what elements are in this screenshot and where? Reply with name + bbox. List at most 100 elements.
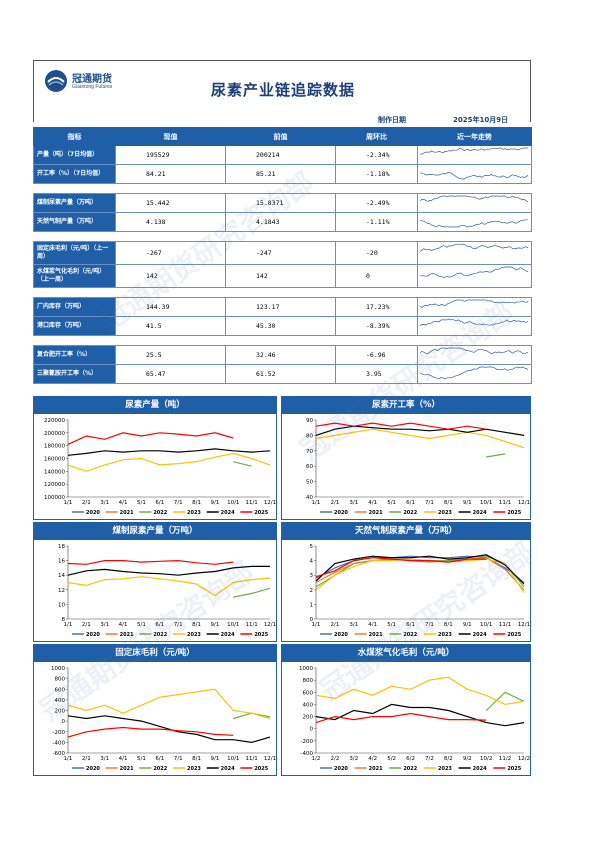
series-line-2025 [67, 432, 234, 445]
y-tick-label: 3 [310, 573, 314, 579]
series-line-2022 [485, 691, 525, 711]
chart-panel-gas-output: 天然气制尿素产量（万吨） 0 1 2 3 4 5 1/1 2/1 3/1 4/1 5/1 6/1 7/1… [281, 522, 531, 642]
sparkline [419, 195, 529, 203]
y-tick-label: 400 [303, 702, 314, 708]
row-indicator-name: 厂内库存（万吨） [33, 297, 116, 317]
series-line-2025 [67, 559, 234, 565]
row-current: 144.39 [115, 297, 226, 317]
row-previous: 85.21 [225, 164, 336, 184]
row-wow: -6.96 [335, 345, 418, 365]
row-wow: 3.95 [335, 364, 418, 384]
series-line-2022 [486, 453, 506, 458]
series-line-2024 [67, 715, 271, 744]
x-tick-label: 5/1 [387, 622, 396, 628]
x-tick-label: 12/1 [518, 622, 530, 628]
row-wow: -20 [335, 241, 418, 265]
chart-fixed-bed-margin: -600 -400 -200 0 200 400 600 800 1000 1/1 2/1 3/1 4/… [51, 666, 276, 772]
spacer-cell [33, 231, 532, 242]
row-indicator-name: 开工率（%）（7日均值） [33, 164, 116, 184]
header-wow: 周环比 [335, 127, 418, 146]
x-tick-label: 10/1 [227, 756, 239, 762]
series-line-2024 [67, 565, 270, 576]
table-row: 天然气制产量（万吨） 4.138 4.1843 -1.11% [33, 212, 532, 232]
y-tick-label: 800 [55, 677, 66, 683]
chart-urea-output: 100000 120000 140000 160000 180000 200000 2200… [44, 418, 276, 516]
x-tick-label: 6/1 [155, 622, 164, 628]
row-previous: 4.1843 [225, 212, 336, 232]
y-tick-label: -400 [301, 751, 314, 757]
table-spacer [33, 231, 532, 242]
x-tick-label: 5/1 [387, 500, 396, 506]
sparkline-cell [417, 345, 532, 365]
sparkline [419, 366, 529, 380]
x-tick-label: 4/1 [368, 622, 377, 628]
row-wow: -1.11% [335, 212, 418, 232]
legend-label: 2020 [334, 510, 348, 516]
legend-label: 2024 [473, 632, 487, 638]
x-tick-label: 5/1 [137, 756, 146, 762]
row-indicator-name: 水煤浆气化毛利（元/吨）（上一周） [33, 264, 116, 288]
legend-label: 2025 [507, 766, 521, 772]
x-tick-label: 1/2 [312, 756, 321, 762]
y-tick-label: -400 [53, 740, 66, 746]
table-header-row: 指标 现值 前值 周环比 近一年走势 [33, 127, 532, 146]
x-tick-label: 5/1 [137, 500, 146, 506]
sparkline-path [419, 171, 529, 180]
chart-coal-water-margin: -400 -200 0 200 400 600 800 1000 1/2 2/2 3/2 4/2 5/2… [299, 666, 530, 772]
y-tick-label: 600 [55, 687, 66, 693]
sparkline [419, 318, 529, 326]
y-tick-label: 0 [310, 727, 314, 733]
header-current: 现值 [115, 127, 226, 146]
logo-icon [45, 70, 67, 92]
x-tick-label: 8/1 [192, 500, 201, 506]
y-tick-label: 160000 [44, 457, 65, 463]
x-tick-label: 3/1 [100, 500, 109, 506]
legend-label: 2020 [86, 510, 100, 516]
table-row: 固定床毛利（元/吨）（上一周） -267 -247 -20 [33, 241, 532, 265]
sparkline-cell [417, 241, 532, 265]
x-tick-label: 1/1 [64, 500, 73, 506]
y-tick-label: 400 [55, 698, 66, 704]
x-tick-label: 4/1 [368, 500, 377, 506]
y-tick-label: 2 [310, 588, 314, 594]
legend-label: 2021 [369, 632, 383, 638]
sparkline [420, 219, 529, 228]
x-tick-label: 3/2 [349, 756, 358, 762]
sparkline-path [419, 366, 529, 380]
x-tick-label: 8/2 [444, 756, 453, 762]
table-row: 三聚氰胺开工率（%） 65.47 61.52 3.95 [33, 364, 532, 384]
x-tick-label: 10/2 [480, 756, 492, 762]
x-tick-label: 11/1 [245, 756, 257, 762]
legend-label: 2023 [187, 632, 201, 638]
legend-label: 2024 [473, 766, 487, 772]
sparkline [419, 347, 529, 355]
y-tick-label: 40 [306, 495, 313, 501]
row-current: 65.47 [115, 364, 226, 384]
x-tick-label: 12/1 [518, 500, 530, 506]
x-tick-label: 12/2 [518, 756, 530, 762]
spacer-cell [33, 183, 532, 194]
row-wow: 0 [335, 264, 418, 288]
x-tick-label: 6/1 [406, 622, 415, 628]
y-tick-label: 4 [310, 559, 314, 565]
y-tick-label: 1000 [51, 666, 65, 672]
row-current: 15.442 [115, 193, 226, 213]
spacer-cell [33, 335, 532, 346]
legend-label: 2023 [438, 510, 452, 516]
x-tick-label: 11/1 [245, 500, 257, 506]
legend-label: 2022 [403, 766, 417, 772]
chart-panel-urea-output: 尿素产量（吨） 100000 120000 140000 160000 180000 20… [33, 396, 277, 520]
row-wow: 17.23% [335, 297, 418, 317]
legend-label: 2021 [369, 766, 383, 772]
legend-label: 2024 [221, 766, 235, 772]
series-line-2022 [315, 555, 525, 588]
x-tick-label: 12/1 [264, 622, 276, 628]
chart-gas-output: 0 1 2 3 4 5 1/1 2/1 3/1 4/1 5/1 6/1 7/1 8/1 9/1 10/1 11/… [310, 544, 531, 638]
sparkline-cell [417, 297, 532, 317]
series-line-2025 [315, 557, 487, 578]
x-tick-label: 10/1 [227, 500, 239, 506]
x-tick-label: 3/1 [349, 622, 358, 628]
x-tick-label: 10/1 [227, 622, 239, 628]
row-indicator-name: 煤制尿素产量（万吨） [33, 193, 116, 213]
x-tick-label: 11/1 [499, 622, 511, 628]
